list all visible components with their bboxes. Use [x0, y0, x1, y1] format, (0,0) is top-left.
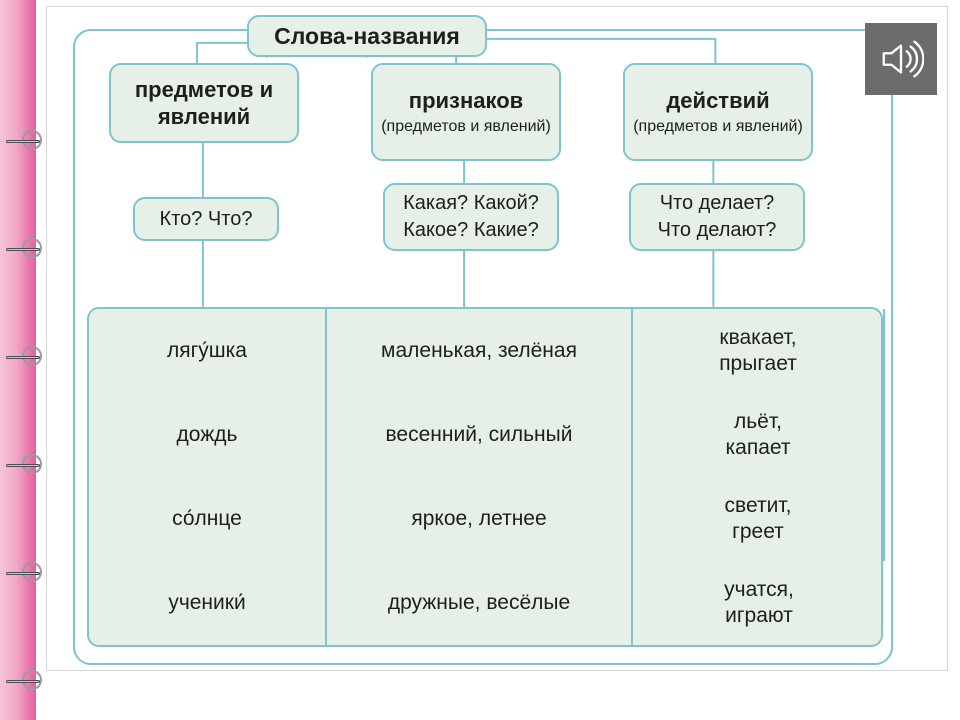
question-card-adjectives: Какая? Какой? Какое? Какие? — [383, 183, 559, 251]
question-line1: Какая? Какой? — [403, 191, 539, 216]
example-cell: яркое, летнее — [327, 477, 633, 561]
audio-button[interactable] — [865, 23, 937, 95]
branch-title: действий — [666, 87, 769, 115]
example-cell: маленькая, зелёная — [327, 309, 633, 393]
example-cell: лягу́шка — [89, 309, 327, 393]
branch-title: признаков — [409, 87, 523, 115]
example-cell: весенний, сильный — [327, 393, 633, 477]
examples-table: лягу́шкамаленькая, зелёнаяквакает,прыгае… — [87, 307, 883, 647]
branch-subtitle: (предметов и явлений) — [381, 117, 551, 137]
question-card-nouns: Кто? Что? — [133, 197, 279, 241]
branch-title: предметов и явлений — [111, 76, 297, 131]
example-cell: квакает,прыгает — [633, 309, 885, 393]
example-cell: светит,греет — [633, 477, 885, 561]
question-line2: Какое? Какие? — [403, 218, 539, 243]
question-line2: Что делают? — [658, 218, 777, 243]
binder-sidebar — [0, 0, 36, 720]
example-cell: дружные, весёлые — [327, 561, 633, 645]
title-text: Слова-названия — [274, 22, 460, 51]
question-line1: Что делает? — [660, 191, 775, 216]
branch-card-nouns: предметов и явлений — [109, 63, 299, 143]
branch-subtitle: (предметов и явлений) — [633, 117, 803, 137]
speaker-icon — [878, 36, 924, 82]
example-cell: дождь — [89, 393, 327, 477]
example-cell: учатся,играют — [633, 561, 885, 645]
example-cell: льёт,капает — [633, 393, 885, 477]
example-cell: ученики́ — [89, 561, 327, 645]
title-card: Слова-названия — [247, 15, 487, 57]
diagram-stage: Слова-названия предметов и явлений призн… — [46, 6, 948, 671]
question-card-verbs: Что делает? Что делают? — [629, 183, 805, 251]
question-line1: Кто? Что? — [160, 207, 253, 232]
branch-card-adjectives: признаков (предметов и явлений) — [371, 63, 561, 161]
branch-card-verbs: действий (предметов и явлений) — [623, 63, 813, 161]
example-cell: со́лнце — [89, 477, 327, 561]
